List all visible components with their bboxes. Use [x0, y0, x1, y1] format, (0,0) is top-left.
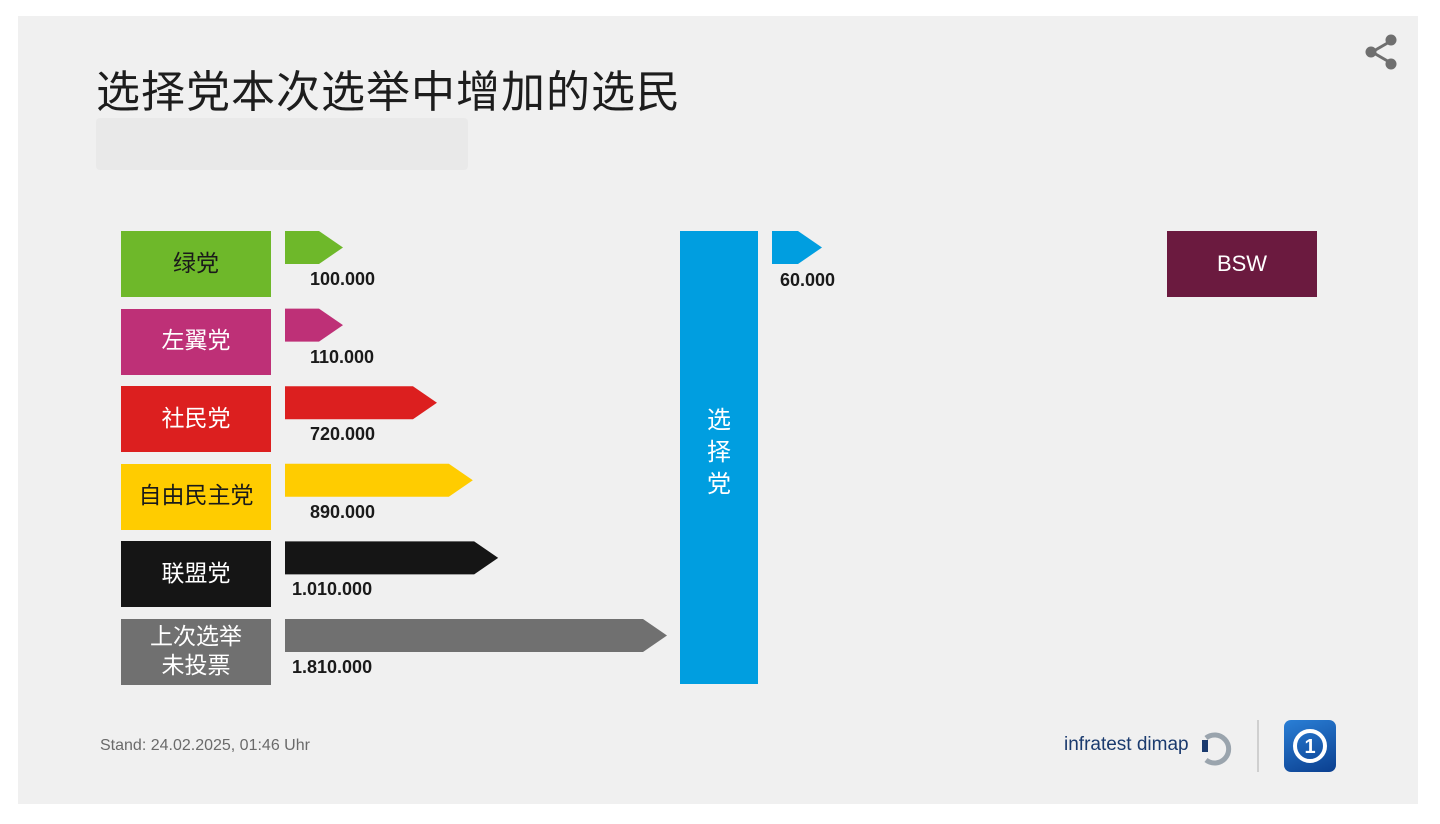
chart-title: 选择党本次选举中增加的选民: [96, 67, 681, 118]
flow-arrow: [285, 386, 437, 420]
flow-arrow: [285, 231, 343, 264]
party-box: 自由民主党: [121, 463, 271, 530]
svg-text:1: 1: [1304, 736, 1315, 758]
party-box: 绿党: [121, 231, 271, 297]
party-box: 上次选举 未投票: [121, 619, 271, 685]
flow-value-label: 720.000: [310, 424, 376, 445]
flow-value-label: 1.010.000: [292, 579, 373, 600]
flow-value-label: 100.000: [310, 269, 376, 289]
share-icon[interactable]: [1362, 32, 1402, 72]
flow-arrow: [285, 619, 667, 652]
flow-arrow: [285, 463, 473, 497]
timestamp: Stand: 24.02.2025, 01:46 Uhr: [100, 737, 310, 754]
flow-arrow: [285, 308, 343, 342]
afd-label: 选择党: [680, 404, 758, 500]
party-box: 联盟党: [121, 541, 271, 608]
afd-label-text: 选择党: [707, 406, 731, 498]
bsw-outflow-value: 60.000: [780, 270, 836, 290]
flow-value-label: 1.810.000: [292, 657, 373, 677]
flow-arrow: [285, 541, 499, 575]
flow-value-label: 110.000: [310, 346, 375, 367]
party-box: 左翼党: [121, 308, 271, 375]
party-box: 社民党: [121, 386, 271, 453]
ard-tagesschau-logo: 1: [1284, 720, 1336, 772]
flow-value-label: 890.000: [310, 501, 376, 522]
blurred-subtitle: [96, 118, 468, 170]
outflow-arrow: [772, 231, 822, 264]
infratest-dimap-logo-text: infratest dimap: [1064, 734, 1189, 755]
afd-bar: [680, 231, 758, 684]
bsw-box: BSW: [1167, 231, 1317, 297]
infratest-dimap-logo-icon: [1198, 730, 1234, 770]
logo-divider: [1257, 720, 1259, 772]
